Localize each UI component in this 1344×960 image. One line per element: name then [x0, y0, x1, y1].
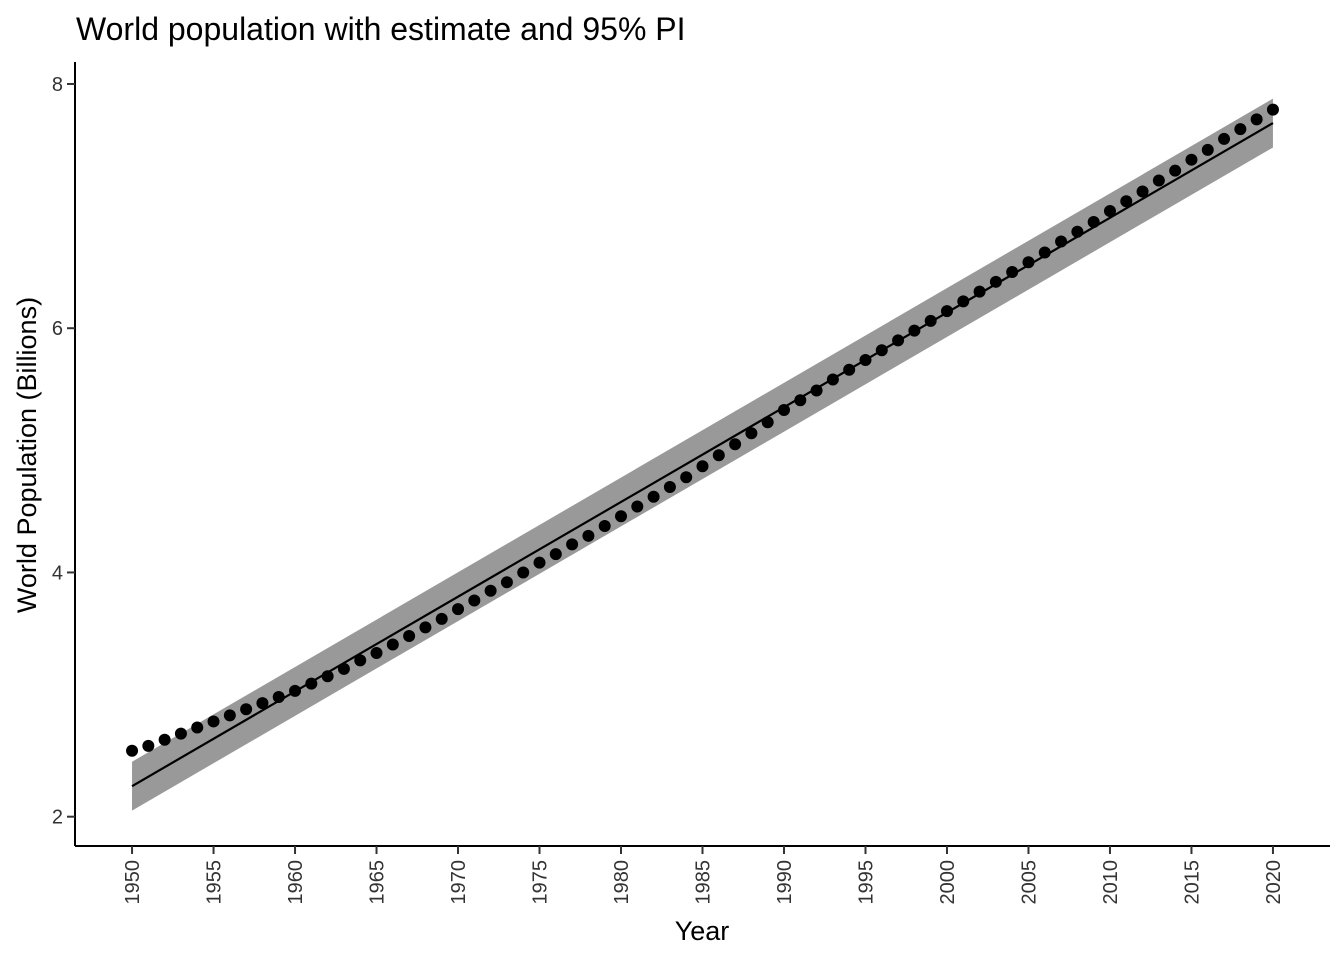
data-point: [403, 629, 416, 642]
data-point: [354, 654, 367, 667]
data-point: [810, 384, 823, 397]
data-point: [1185, 153, 1198, 166]
data-point: [712, 449, 725, 462]
data-point: [989, 275, 1002, 288]
data-point: [256, 697, 269, 710]
x-tick-label: 1985: [693, 860, 715, 905]
data-point: [973, 285, 986, 298]
y-tick-label: 8: [52, 74, 63, 96]
data-point: [370, 647, 383, 660]
data-point: [174, 727, 187, 740]
chart-title: World population with estimate and 95% P…: [76, 11, 686, 47]
data-point: [859, 353, 872, 366]
data-point: [843, 363, 856, 376]
data-point: [305, 677, 318, 690]
data-point: [940, 305, 953, 318]
data-point: [321, 670, 334, 683]
data-point: [533, 556, 546, 569]
data-point: [1152, 174, 1165, 187]
data-point: [908, 324, 921, 337]
data-point: [647, 490, 660, 503]
data-point: [1055, 235, 1068, 248]
x-tick-label: 1990: [774, 860, 796, 905]
y-tick-label: 4: [52, 562, 63, 584]
data-point: [126, 744, 139, 757]
data-point: [582, 529, 595, 542]
x-tick-label: 1965: [367, 860, 389, 905]
x-tick-label: 2015: [1181, 860, 1203, 905]
data-point: [142, 739, 155, 752]
data-point: [419, 621, 432, 634]
data-point: [1022, 256, 1035, 269]
y-tick-label: 6: [52, 318, 63, 340]
data-point: [289, 684, 302, 697]
data-point: [663, 480, 676, 493]
y-tick-label: 2: [52, 807, 63, 829]
data-point: [500, 576, 513, 589]
plot-area: [126, 98, 1279, 811]
data-point: [598, 520, 611, 533]
data-point: [1087, 215, 1100, 228]
data-point: [680, 471, 693, 484]
x-tick-label: 1995: [855, 860, 877, 905]
data-point: [745, 427, 758, 440]
data-point: [223, 709, 236, 722]
data-point: [1169, 164, 1182, 177]
data-point: [696, 460, 709, 473]
data-point: [1201, 143, 1214, 156]
x-tick-label: 1955: [204, 860, 226, 905]
data-point: [826, 373, 839, 386]
data-point: [1234, 123, 1247, 136]
data-point: [207, 715, 220, 728]
data-point: [615, 510, 628, 523]
x-tick-label: 1950: [122, 860, 144, 905]
data-point: [1266, 103, 1279, 116]
data-point: [794, 394, 807, 407]
data-point: [875, 344, 888, 357]
x-tick-label: 2020: [1263, 860, 1285, 905]
data-point: [272, 691, 285, 704]
data-point: [1038, 246, 1051, 259]
data-point: [566, 538, 579, 551]
data-point: [1006, 266, 1019, 279]
x-tick-label: 1970: [448, 860, 470, 905]
data-point: [549, 548, 562, 561]
x-tick-label: 1960: [285, 860, 307, 905]
estimate-line: [131, 122, 1274, 788]
data-point: [957, 295, 970, 308]
data-point: [1136, 185, 1149, 198]
data-point: [924, 314, 937, 327]
data-point: [1103, 204, 1116, 217]
data-point: [631, 500, 644, 513]
x-tick-label: 1975: [530, 860, 552, 905]
data-point: [435, 612, 448, 625]
y-axis-ticks: 2 4 6 8: [52, 74, 75, 829]
y-axis-title: World Population (Billions): [12, 297, 42, 613]
data-point: [484, 584, 497, 597]
data-point: [517, 566, 530, 579]
data-point: [386, 638, 399, 651]
x-tick-label: 2010: [1100, 860, 1122, 905]
data-point: [191, 721, 204, 734]
data-point: [158, 733, 171, 746]
data-point: [761, 416, 774, 429]
x-tick-label: 2000: [937, 860, 959, 905]
data-point: [337, 662, 350, 675]
data-point: [1120, 195, 1133, 208]
x-axis-title: Year: [675, 916, 730, 946]
x-axis-ticks: 1950 1955 1960 1965 1970 1975 1980 1985 1990 1995…: [122, 846, 1285, 905]
x-tick-label: 2005: [1018, 860, 1040, 905]
data-point: [1250, 113, 1263, 126]
data-point: [240, 703, 253, 716]
data-point: [1071, 225, 1084, 238]
data-point: [452, 603, 465, 616]
data-point: [777, 404, 790, 417]
observed-points: [126, 103, 1279, 757]
data-point: [729, 438, 742, 451]
data-point: [892, 334, 905, 347]
data-point: [468, 594, 481, 607]
x-tick-label: 1980: [611, 860, 633, 905]
data-point: [1218, 132, 1231, 145]
